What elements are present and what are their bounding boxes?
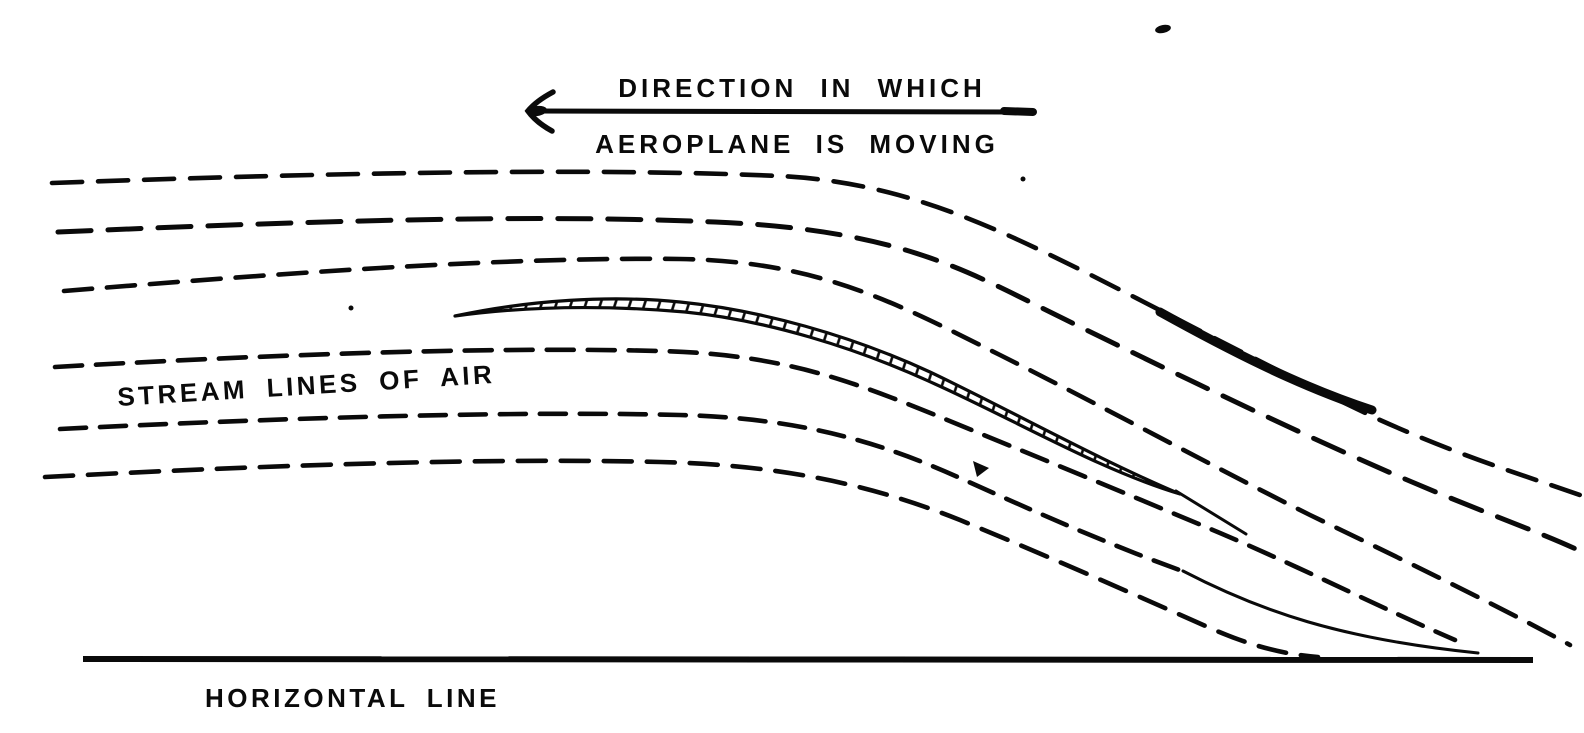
direction-arrow-shaft (533, 108, 1037, 115)
streamline-5 (57, 411, 1188, 575)
streamline-3 (61, 256, 1573, 648)
ink-speck-mid (1020, 176, 1026, 182)
ink-speck-left (348, 305, 354, 311)
streamline-2 (55, 216, 1583, 554)
ink-speck-top-right (1155, 24, 1171, 34)
streamline-1-thick-print-segment (1155, 307, 1377, 415)
streamline-6 (42, 458, 1321, 660)
direction-label-line2: AEROPLANE IS MOVING (595, 129, 999, 159)
streamline-1 (49, 169, 1583, 498)
horizontal-line-label: HORIZONTAL LINE (205, 683, 500, 713)
stream-lines-label: STREAM LINES OF AIR (117, 359, 497, 412)
direction-arrow-shaft-end (1000, 107, 1037, 116)
geometry-layer (42, 24, 1583, 663)
streamline-5-solid-tail (1181, 569, 1480, 655)
direction-arrow-head-blob (527, 105, 547, 117)
downwash-arrow-mark (973, 461, 989, 477)
streamline-4 (52, 347, 1458, 643)
wing-trailing-edge-tail (1174, 489, 1248, 536)
direction-label-line1: DIRECTION IN WHICH (618, 73, 986, 103)
wing-section (453, 297, 1182, 496)
ground-line (82, 656, 1534, 663)
